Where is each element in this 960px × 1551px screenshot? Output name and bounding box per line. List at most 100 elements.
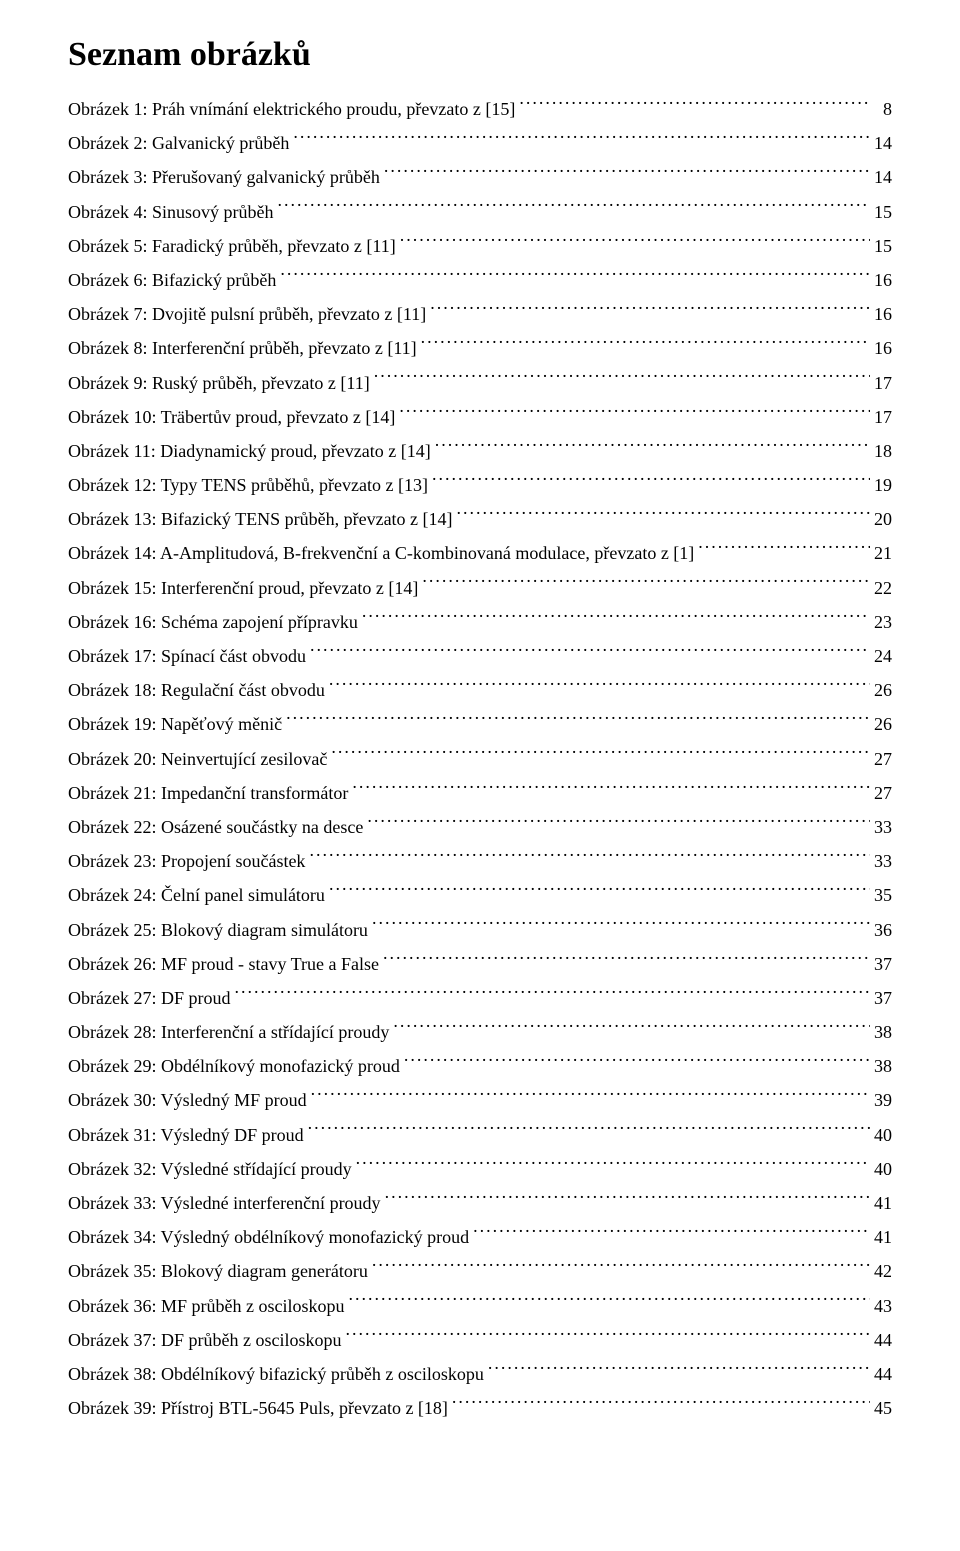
toc-entry-label: Obrázek 13: Bifazický TENS průběh, převz…	[68, 502, 453, 536]
toc-entry: Obrázek 1: Práh vnímání elektrického pro…	[68, 92, 892, 126]
toc-entry-page: 27	[874, 742, 892, 776]
toc-entry-label: Obrázek 19: Napěťový měnič	[68, 707, 282, 741]
toc-entry: Obrázek 29: Obdélníkový monofazický prou…	[68, 1049, 892, 1083]
toc-dot-leader	[280, 268, 870, 286]
toc-entry: Obrázek 30: Výsledný MF proud39	[68, 1083, 892, 1117]
toc-entry-label: Obrázek 23: Propojení součástek	[68, 844, 305, 878]
toc-dot-leader	[286, 712, 870, 730]
toc-entry: Obrázek 34: Výsledný obdélníkový monofaz…	[68, 1220, 892, 1254]
toc-entry-label: Obrázek 15: Interferenční proud, převzat…	[68, 571, 418, 605]
toc-entry: Obrázek 23: Propojení součástek 33	[68, 844, 892, 878]
toc-entry-label: Obrázek 36: MF průběh z osciloskopu	[68, 1289, 344, 1323]
toc-entry-page: 8	[874, 92, 892, 126]
toc-entry: Obrázek 37: DF průběh z osciloskopu44	[68, 1323, 892, 1357]
toc-entry-page: 38	[874, 1049, 892, 1083]
toc-entry-label: Obrázek 28: Interferenční a střídající p…	[68, 1015, 389, 1049]
toc-entry-page: 38	[874, 1015, 892, 1049]
toc-dot-leader	[384, 165, 870, 183]
toc-dot-leader	[421, 336, 870, 354]
toc-dot-leader	[404, 1054, 870, 1072]
toc-entry: Obrázek 33: Výsledné interferenční proud…	[68, 1186, 892, 1220]
toc-entry-label: Obrázek 3: Přerušovaný galvanický průběh	[68, 160, 380, 194]
toc-dot-leader	[400, 234, 870, 252]
toc-entry-label: Obrázek 24: Čelní panel simulátoru	[68, 878, 325, 912]
toc-entry: Obrázek 5: Faradický průběh, převzato z …	[68, 229, 892, 263]
toc-entry-page: 40	[874, 1118, 892, 1152]
toc-entry: Obrázek 25: Blokový diagram simulátoru36	[68, 913, 892, 947]
toc-entry: Obrázek 8: Interferenční průběh, převzat…	[68, 331, 892, 365]
toc-dot-leader	[457, 507, 870, 525]
toc-entry-label: Obrázek 34: Výsledný obdélníkový monofaz…	[68, 1220, 469, 1254]
toc-entry-page: 26	[874, 673, 892, 707]
toc-entry: Obrázek 2: Galvanický průběh14	[68, 126, 892, 160]
toc-list: Obrázek 1: Práh vnímání elektrického pro…	[68, 92, 892, 1425]
toc-dot-leader	[393, 1020, 870, 1038]
toc-entry-label: Obrázek 22: Osázené součástky na desce	[68, 810, 363, 844]
toc-entry-page: 18	[874, 434, 892, 468]
toc-entry-page: 27	[874, 776, 892, 810]
toc-entry-page: 42	[874, 1254, 892, 1288]
toc-entry-label: Obrázek 16: Schéma zapojení přípravku	[68, 605, 358, 639]
toc-entry-page: 39	[874, 1083, 892, 1117]
toc-dot-leader	[399, 405, 870, 423]
toc-entry-label: Obrázek 20: Neinvertující zesilovač	[68, 742, 327, 776]
toc-entry-page: 37	[874, 947, 892, 981]
toc-entry-label: Obrázek 2: Galvanický průběh	[68, 126, 289, 160]
toc-entry-label: Obrázek 18: Regulační část obvodu	[68, 673, 325, 707]
toc-dot-leader	[311, 1088, 870, 1106]
toc-dot-leader	[422, 576, 870, 594]
toc-entry-page: 43	[874, 1289, 892, 1323]
toc-entry: Obrázek 16: Schéma zapojení přípravku 23	[68, 605, 892, 639]
toc-dot-leader	[452, 1396, 870, 1414]
toc-entry-page: 14	[874, 160, 892, 194]
toc-dot-leader	[234, 986, 870, 1004]
toc-dot-leader	[329, 883, 870, 901]
toc-dot-leader	[372, 1259, 870, 1277]
toc-entry-page: 40	[874, 1152, 892, 1186]
toc-entry-page: 33	[874, 810, 892, 844]
toc-entry: Obrázek 31: Výsledný DF proud 40	[68, 1118, 892, 1152]
toc-entry-label: Obrázek 14: A-Amplitudová, B-frekvenční …	[68, 536, 694, 570]
toc-dot-leader	[277, 200, 870, 218]
toc-entry: Obrázek 20: Neinvertující zesilovač 27	[68, 742, 892, 776]
toc-entry: Obrázek 7: Dvojitě pulsní průběh, převza…	[68, 297, 892, 331]
toc-dot-leader	[435, 439, 870, 457]
toc-entry: Obrázek 21: Impedanční transformátor27	[68, 776, 892, 810]
toc-entry-page: 41	[874, 1220, 892, 1254]
toc-dot-leader	[356, 1157, 870, 1175]
toc-entry-label: Obrázek 8: Interferenční průběh, převzat…	[68, 331, 417, 365]
toc-dot-leader	[473, 1225, 870, 1243]
toc-entry: Obrázek 28: Interferenční a střídající p…	[68, 1015, 892, 1049]
toc-dot-leader	[519, 97, 870, 115]
toc-entry-label: Obrázek 35: Blokový diagram generátoru	[68, 1254, 368, 1288]
toc-dot-leader	[348, 1294, 870, 1312]
toc-entry-page: 15	[874, 229, 892, 263]
toc-dot-leader	[331, 747, 870, 765]
toc-entry: Obrázek 4: Sinusový průběh15	[68, 195, 892, 229]
toc-entry-label: Obrázek 1: Práh vnímání elektrického pro…	[68, 92, 515, 126]
toc-entry-label: Obrázek 31: Výsledný DF proud	[68, 1118, 304, 1152]
toc-entry-label: Obrázek 6: Bifazický průběh	[68, 263, 276, 297]
toc-entry-page: 24	[874, 639, 892, 673]
toc-entry-label: Obrázek 10: Träbertův proud, převzato z …	[68, 400, 395, 434]
toc-entry: Obrázek 38: Obdélníkový bifazický průběh…	[68, 1357, 892, 1391]
toc-entry: Obrázek 22: Osázené součástky na desce 33	[68, 810, 892, 844]
toc-dot-leader	[329, 678, 870, 696]
toc-entry-page: 23	[874, 605, 892, 639]
toc-entry: Obrázek 17: Spínací část obvodu24	[68, 639, 892, 673]
toc-entry-label: Obrázek 29: Obdélníkový monofazický prou…	[68, 1049, 400, 1083]
toc-entry-page: 16	[874, 297, 892, 331]
toc-entry: Obrázek 39: Přístroj BTL-5645 Puls, přev…	[68, 1391, 892, 1425]
toc-entry-page: 20	[874, 502, 892, 536]
toc-entry-label: Obrázek 37: DF průběh z osciloskopu	[68, 1323, 341, 1357]
toc-entry: Obrázek 15: Interferenční proud, převzat…	[68, 571, 892, 605]
toc-dot-leader	[309, 849, 870, 867]
toc-dot-leader	[372, 918, 870, 936]
toc-entry: Obrázek 26: MF proud - stavy True a Fals…	[68, 947, 892, 981]
toc-entry-label: Obrázek 26: MF proud - stavy True a Fals…	[68, 947, 379, 981]
toc-entry: Obrázek 9: Ruský průběh, převzato z [11]…	[68, 366, 892, 400]
toc-entry-page: 33	[874, 844, 892, 878]
toc-entry-page: 26	[874, 707, 892, 741]
toc-dot-leader	[432, 473, 870, 491]
toc-entry-label: Obrázek 5: Faradický průběh, převzato z …	[68, 229, 396, 263]
